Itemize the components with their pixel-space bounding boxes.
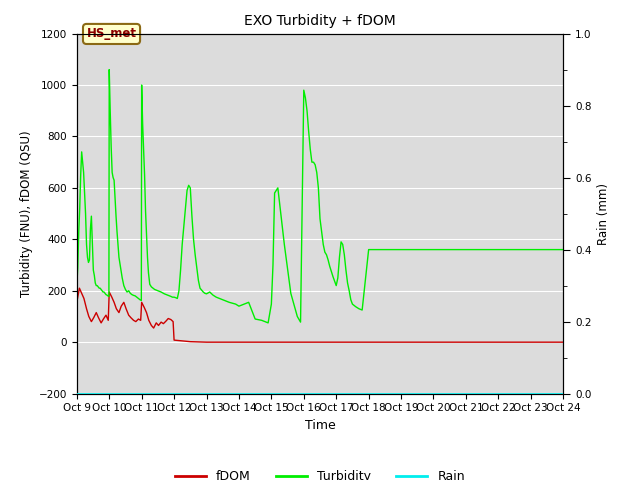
X-axis label: Time: Time — [305, 419, 335, 432]
Y-axis label: Rain (mm): Rain (mm) — [597, 182, 610, 245]
Title: EXO Turbidity + fDOM: EXO Turbidity + fDOM — [244, 14, 396, 28]
Legend: fDOM, Turbidity, Rain: fDOM, Turbidity, Rain — [170, 465, 470, 480]
Y-axis label: Turbidity (FNU), fDOM (QSU): Turbidity (FNU), fDOM (QSU) — [20, 130, 33, 297]
Text: HS_met: HS_met — [86, 27, 136, 40]
